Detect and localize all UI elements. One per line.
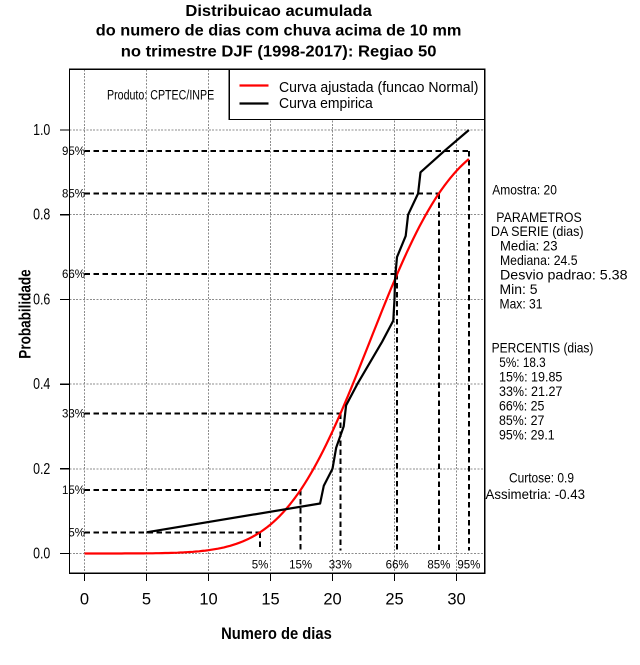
svg-text:0: 0 <box>80 591 89 609</box>
svg-text:Amostra: 20: Amostra: 20 <box>492 182 557 198</box>
svg-text:0.6: 0.6 <box>33 291 50 308</box>
svg-text:Numero de dias: Numero de dias <box>221 625 332 643</box>
svg-text:Media: 23: Media: 23 <box>500 237 558 253</box>
svg-text:85%: 85% <box>62 189 85 201</box>
svg-text:85%: 27: 85%: 27 <box>499 412 545 428</box>
svg-text:5: 5 <box>142 591 151 609</box>
svg-text:95%: 95% <box>62 146 85 158</box>
svg-text:0.2: 0.2 <box>33 461 50 478</box>
svg-text:Max: 31: Max: 31 <box>500 295 543 311</box>
svg-text:Curva empirica: Curva empirica <box>279 96 373 112</box>
svg-text:85%: 85% <box>427 560 450 572</box>
svg-text:0.0: 0.0 <box>33 546 50 563</box>
svg-text:10: 10 <box>199 591 217 609</box>
svg-text:30: 30 <box>447 591 465 609</box>
svg-text:0.8: 0.8 <box>33 207 50 224</box>
svg-text:33%: 21.27: 33%: 21.27 <box>499 383 563 399</box>
svg-text:PARAMETROS: PARAMETROS <box>496 209 581 225</box>
svg-text:Assimetria: -0.43: Assimetria: -0.43 <box>486 486 586 502</box>
svg-text:PERCENTIS (dias): PERCENTIS (dias) <box>492 340 594 356</box>
svg-text:Curva ajustada (funcao Normal): Curva ajustada (funcao Normal) <box>279 80 478 96</box>
svg-text:5%: 18.3: 5%: 18.3 <box>499 354 546 370</box>
svg-text:5%: 5% <box>252 560 269 572</box>
svg-text:DA SERIE (dias): DA SERIE (dias) <box>491 223 584 239</box>
svg-text:no trimestre DJF (1998-2017):: no trimestre DJF (1998-2017): Regiao 50 <box>121 44 437 61</box>
svg-text:do numero de dias com chuva ac: do numero de dias com chuva acima de 10 … <box>96 23 462 40</box>
svg-text:Mediana: 24.5: Mediana: 24.5 <box>500 252 578 268</box>
svg-text:95%: 95% <box>457 560 480 572</box>
svg-text:95%: 29.1: 95%: 29.1 <box>499 427 555 443</box>
svg-text:66%: 25: 66%: 25 <box>499 398 545 414</box>
svg-text:20: 20 <box>323 591 341 609</box>
svg-text:33%: 33% <box>62 409 85 421</box>
svg-text:Produto: CPTEC/INPE: Produto: CPTEC/INPE <box>107 88 214 103</box>
svg-text:1.0: 1.0 <box>33 122 50 139</box>
svg-text:Probabilidade: Probabilidade <box>16 269 34 358</box>
svg-text:15%: 15% <box>289 560 312 572</box>
svg-text:66%: 66% <box>386 560 409 572</box>
svg-text:25: 25 <box>385 591 403 609</box>
svg-text:Desvio padrao: 5.38: Desvio padrao: 5.38 <box>500 266 628 282</box>
svg-text:0.4: 0.4 <box>33 376 50 393</box>
svg-text:Min: 5: Min: 5 <box>500 281 538 297</box>
svg-text:Curtose: 0.9: Curtose: 0.9 <box>509 470 574 486</box>
svg-text:15%: 19.85: 15%: 19.85 <box>499 369 563 385</box>
svg-text:15: 15 <box>261 591 279 609</box>
svg-text:66%: 66% <box>62 269 85 281</box>
svg-text:Distribuicao acumulada: Distribuicao acumulada <box>185 3 371 20</box>
svg-text:5%: 5% <box>68 527 85 539</box>
svg-text:33%: 33% <box>329 560 352 572</box>
svg-text:15%: 15% <box>62 485 85 497</box>
